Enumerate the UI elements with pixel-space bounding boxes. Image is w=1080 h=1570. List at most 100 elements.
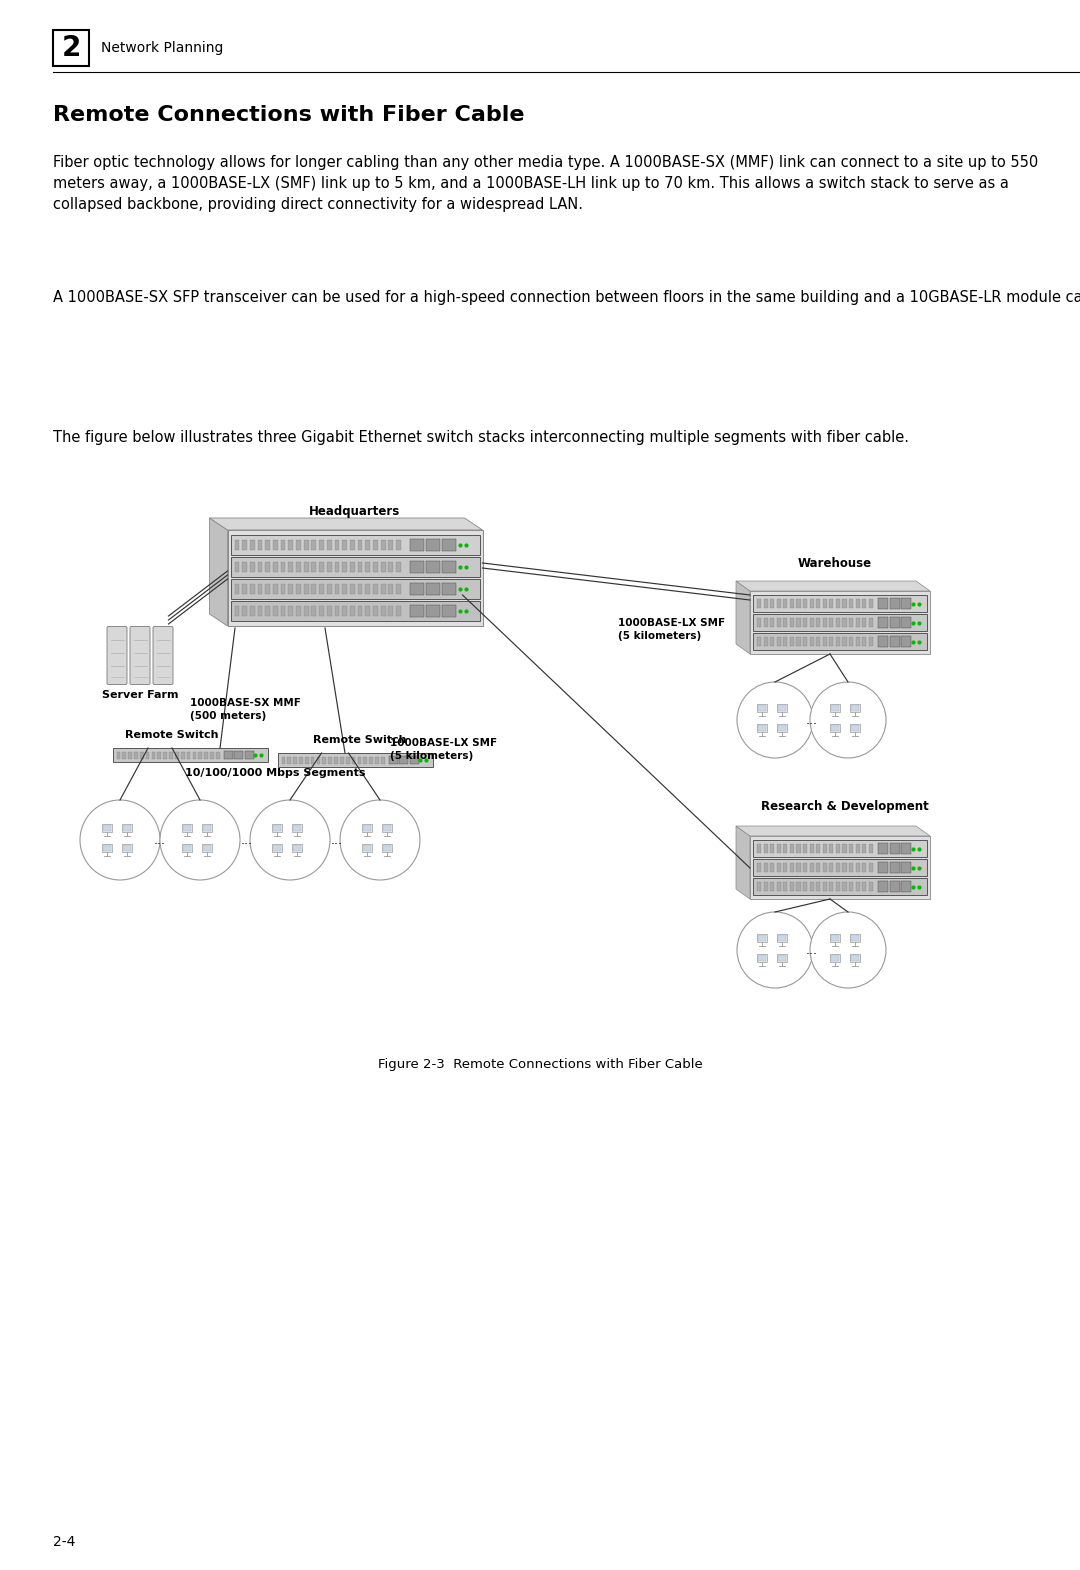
Bar [804,637,807,645]
Text: 2: 2 [62,35,81,61]
Bar [216,752,219,758]
Bar [764,864,768,871]
Text: A 1000BASE-SX SFP transceiver can be used for a high-speed connection between fl: A 1000BASE-SX SFP transceiver can be use… [53,290,1080,305]
Bar [855,637,860,645]
Bar [272,824,282,832]
Bar [320,584,324,593]
Bar [901,862,912,873]
Bar [373,540,378,549]
Bar [777,724,787,732]
Bar [777,703,787,713]
Bar [389,540,393,549]
Bar [753,878,927,895]
Bar [311,606,316,615]
Bar [789,600,794,608]
Bar [102,824,112,832]
Bar [249,540,255,549]
Bar [328,757,332,763]
Bar [851,725,859,732]
Bar [753,633,927,650]
Bar [362,824,372,832]
Bar [296,606,301,615]
Bar [855,864,860,871]
Bar [778,725,786,732]
Bar [357,562,363,571]
Bar [192,752,197,758]
Bar [272,845,282,853]
Bar [242,540,247,549]
Bar [357,584,363,593]
FancyBboxPatch shape [153,626,173,685]
Bar [245,750,254,760]
Bar [163,752,167,758]
Bar [757,703,767,713]
Polygon shape [735,826,750,900]
Bar [757,955,767,962]
Bar [770,882,774,890]
Bar [829,845,834,853]
Bar [442,582,456,595]
Bar [225,750,233,760]
Bar [764,637,768,645]
Bar [758,936,766,940]
Bar [342,584,347,593]
Bar [783,619,787,626]
Bar [299,757,302,763]
Bar [382,824,392,832]
Bar [862,619,866,626]
Bar [831,934,840,942]
Bar [293,845,301,851]
Bar [878,636,888,647]
Text: 10/100/1000 Mbps Segments: 10/100/1000 Mbps Segments [185,768,365,779]
Bar [382,845,392,853]
Bar [849,600,853,608]
Bar [258,584,262,593]
Bar [426,560,441,573]
Bar [868,619,873,626]
Bar [862,845,866,853]
Bar [335,584,339,593]
Bar [842,882,847,890]
Bar [281,584,285,593]
Bar [342,540,347,549]
Bar [350,562,354,571]
Bar [855,845,860,853]
Bar [266,584,270,593]
Bar [831,724,840,732]
Bar [770,864,774,871]
Bar [758,705,766,711]
Bar [777,600,781,608]
Bar [296,562,301,571]
Text: 2-4: 2-4 [53,1535,76,1550]
Bar [242,606,247,615]
Bar [350,584,354,593]
Bar [810,845,813,853]
Text: 1000BASE-LX SMF
(5 kilometers): 1000BASE-LX SMF (5 kilometers) [618,619,725,641]
Bar [823,845,827,853]
Bar [804,619,807,626]
Bar [770,600,774,608]
Bar [796,600,800,608]
Text: ...: ... [241,834,253,846]
Bar [862,864,866,871]
Text: Research & Development: Research & Development [761,801,929,813]
Bar [426,539,441,551]
Bar [764,882,768,890]
Bar [753,859,927,876]
Text: ...: ... [806,944,818,956]
Bar [890,862,900,873]
Bar [757,845,761,853]
Bar [764,600,768,608]
Circle shape [810,681,886,758]
Bar [757,600,761,608]
Bar [183,824,192,832]
Bar [311,757,314,763]
Bar [117,752,120,758]
Bar [202,845,212,853]
Bar [396,584,401,593]
Circle shape [160,801,240,881]
Bar [442,604,456,617]
Bar [242,562,247,571]
Bar [273,606,278,615]
Text: Network Planning: Network Planning [102,41,224,55]
